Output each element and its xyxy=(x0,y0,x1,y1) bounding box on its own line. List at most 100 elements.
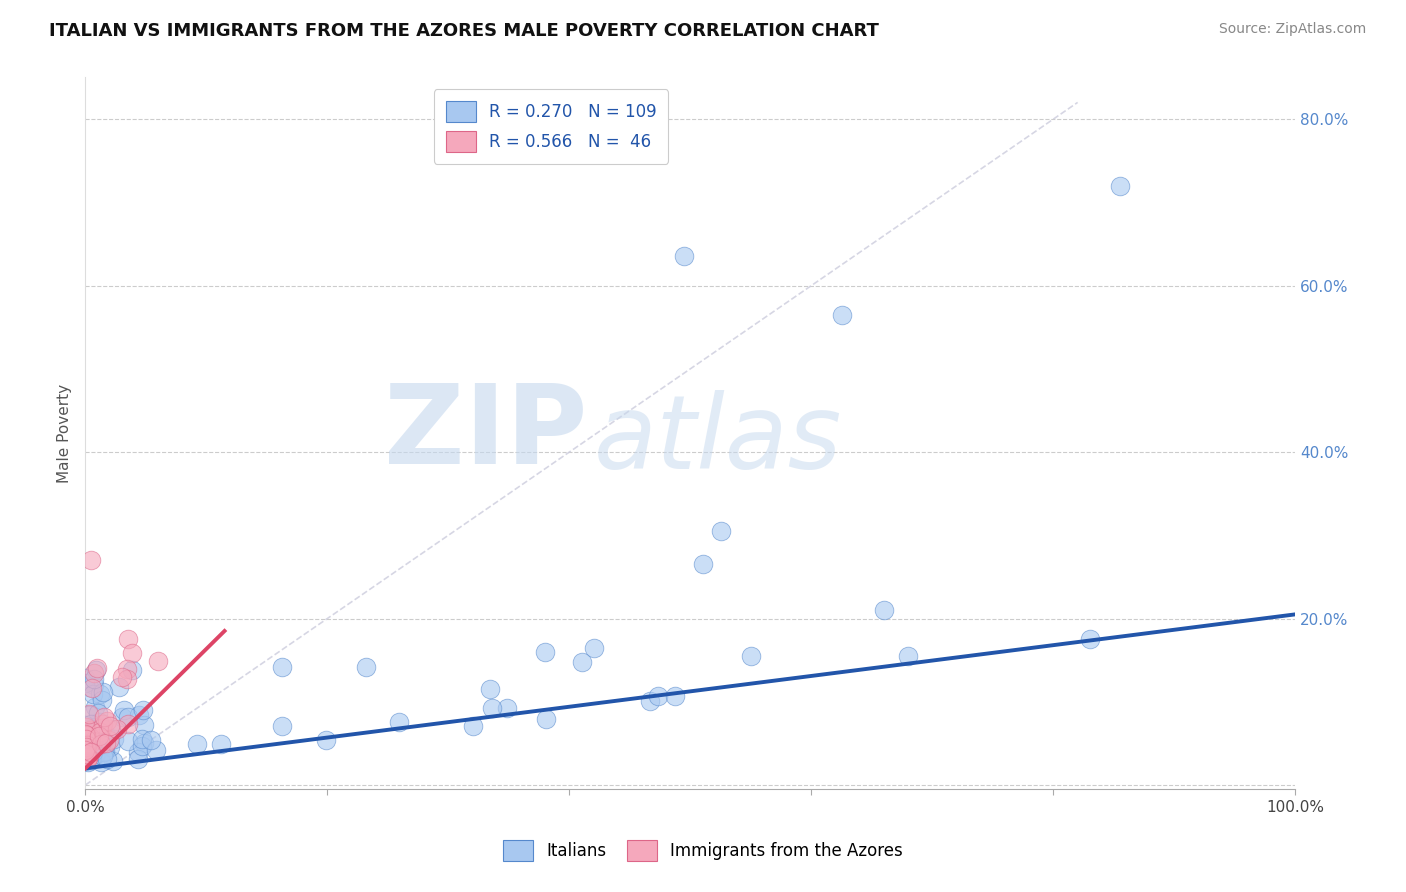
Point xyxy=(75,740,97,755)
Point xyxy=(112,703,135,717)
Point xyxy=(75,671,97,685)
Point xyxy=(90,755,112,769)
Point xyxy=(873,603,896,617)
Point xyxy=(146,654,169,668)
Point xyxy=(76,740,98,755)
Point xyxy=(76,739,98,753)
Point xyxy=(1078,632,1101,647)
Point xyxy=(79,742,101,756)
Point xyxy=(87,706,110,720)
Point xyxy=(76,750,98,764)
Point xyxy=(128,707,150,722)
Point xyxy=(664,690,686,704)
Point xyxy=(76,750,98,764)
Point xyxy=(115,662,138,676)
Point xyxy=(271,719,294,733)
Point xyxy=(534,645,557,659)
Point xyxy=(710,524,733,538)
Point xyxy=(77,750,100,764)
Point xyxy=(82,750,104,764)
Point xyxy=(127,746,149,760)
Point xyxy=(209,737,232,751)
Point xyxy=(139,733,162,747)
Point xyxy=(93,735,115,749)
Point xyxy=(91,693,114,707)
Point xyxy=(84,748,107,763)
Point xyxy=(89,714,111,729)
Point xyxy=(897,648,920,663)
Point xyxy=(79,723,101,738)
Point xyxy=(75,737,97,751)
Point xyxy=(79,738,101,752)
Point xyxy=(75,744,97,758)
Point xyxy=(77,745,100,759)
Point xyxy=(105,722,128,736)
Point xyxy=(76,745,98,759)
Point xyxy=(77,756,100,770)
Point xyxy=(1109,178,1132,193)
Point xyxy=(75,747,97,762)
Point xyxy=(75,743,97,757)
Point xyxy=(79,708,101,723)
Point xyxy=(75,731,97,746)
Point xyxy=(83,672,105,686)
Point xyxy=(75,732,97,747)
Point xyxy=(84,663,107,677)
Point xyxy=(84,699,107,714)
Point xyxy=(76,747,98,762)
Point xyxy=(75,723,97,738)
Point xyxy=(132,703,155,717)
Text: ZIP: ZIP xyxy=(384,380,588,487)
Point xyxy=(80,732,103,747)
Point xyxy=(98,718,121,732)
Point xyxy=(75,676,97,690)
Point xyxy=(91,748,114,763)
Point xyxy=(77,744,100,758)
Point xyxy=(117,717,139,731)
Point xyxy=(76,743,98,757)
Point xyxy=(93,745,115,759)
Point xyxy=(75,740,97,755)
Point xyxy=(75,727,97,741)
Point xyxy=(76,739,98,753)
Point xyxy=(132,735,155,749)
Y-axis label: Male Poverty: Male Poverty xyxy=(58,384,72,483)
Point xyxy=(77,725,100,739)
Point xyxy=(82,734,104,748)
Point xyxy=(83,720,105,734)
Point xyxy=(98,732,121,747)
Point xyxy=(82,750,104,764)
Point xyxy=(131,731,153,746)
Point xyxy=(121,646,143,660)
Point xyxy=(91,717,114,731)
Point xyxy=(117,710,139,724)
Point xyxy=(77,706,100,721)
Point xyxy=(77,681,100,695)
Point xyxy=(80,753,103,767)
Point xyxy=(79,745,101,759)
Point xyxy=(93,710,115,724)
Point xyxy=(76,745,98,759)
Point xyxy=(692,558,714,572)
Point xyxy=(90,737,112,751)
Point xyxy=(534,712,557,726)
Point xyxy=(96,736,118,750)
Point xyxy=(110,710,132,724)
Point xyxy=(96,752,118,766)
Point xyxy=(75,755,97,769)
Point xyxy=(94,744,117,758)
Point xyxy=(80,716,103,731)
Point xyxy=(75,749,97,764)
Point xyxy=(673,249,696,263)
Text: Source: ZipAtlas.com: Source: ZipAtlas.com xyxy=(1219,22,1367,37)
Point xyxy=(91,684,114,698)
Point xyxy=(84,729,107,743)
Point xyxy=(98,739,121,754)
Point xyxy=(75,750,97,764)
Point xyxy=(100,722,122,736)
Point xyxy=(131,739,153,754)
Point xyxy=(75,717,97,731)
Point xyxy=(80,745,103,759)
Legend: R = 0.270   N = 109, R = 0.566   N =  46: R = 0.270 N = 109, R = 0.566 N = 46 xyxy=(434,89,668,164)
Point xyxy=(388,715,411,730)
